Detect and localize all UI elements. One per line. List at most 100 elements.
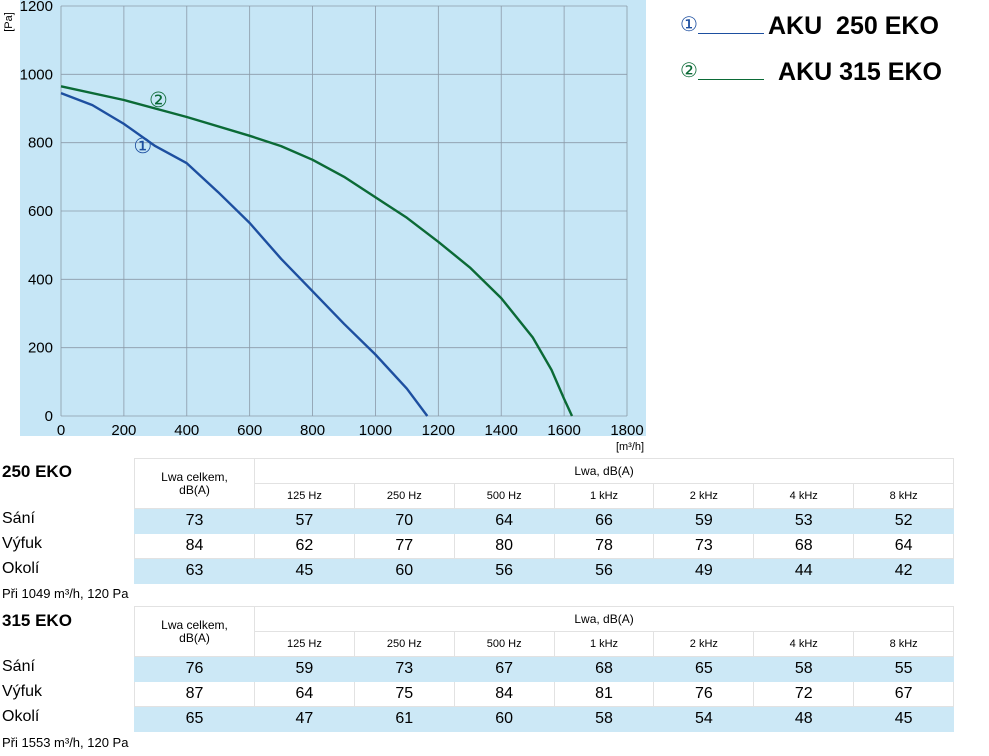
noise-table-250: Lwa celkem, dB(A) Lwa, dB(A) 125 Hz 250 … (134, 458, 955, 584)
freq-header: 4 kHz (753, 483, 855, 509)
table-title-250: 250 EKO (2, 462, 72, 481)
x-tick-label: 1800 (610, 422, 643, 439)
cell: 76 (134, 656, 255, 682)
lwa-total-header: Lwa celkem, dB(A) (134, 458, 255, 509)
x-tick-label: 400 (174, 422, 199, 439)
tick-labels: 0 200 400 600 800 1000 1200 1400 1600 1800 0 200 400… (20, 0, 644, 439)
table-note: Při 1049 m³/h, 120 Pa (2, 586, 129, 601)
cell: 49 (653, 558, 755, 584)
x-tick-label: 1000 (359, 422, 392, 439)
cell: 73 (353, 656, 455, 682)
cell: 65 (134, 706, 255, 732)
cell: 67 (453, 656, 555, 682)
lwa-total-header: Lwa celkem, dB(A) (134, 606, 255, 657)
y-tick-label: 1000 (20, 66, 53, 83)
cell: 52 (853, 508, 955, 534)
table-row: 73 57 70 64 66 59 53 52 (134, 508, 955, 534)
lwa-header: Lwa, dB(A) (253, 458, 955, 484)
x-tick-label: 1600 (547, 422, 580, 439)
x-tick-label: 1200 (422, 422, 455, 439)
cell: 47 (254, 706, 355, 732)
cell: 56 (553, 558, 655, 584)
cell: 66 (553, 508, 655, 534)
cell: 73 (134, 508, 255, 534)
legend-item-2: ② AKU 315 EKO (680, 58, 970, 88)
cell: 78 (553, 533, 655, 559)
marker-1: ① (680, 14, 698, 36)
table-note: Při 1553 m³/h, 120 Pa (2, 735, 129, 750)
freq-header: 500 Hz (453, 631, 555, 657)
freq-header: 250 Hz (353, 483, 455, 509)
row-label: Výfuk (2, 535, 43, 552)
marker-2: ② (680, 60, 698, 82)
series-lines: ①② (60, 85, 574, 417)
cell: 64 (853, 533, 955, 559)
freq-header: 8 kHz (853, 631, 955, 657)
y-tick-label: 400 (28, 271, 53, 288)
freq-header: 8 kHz (853, 483, 955, 509)
x-tick-label: 0 (57, 422, 65, 439)
cell: 54 (653, 706, 755, 732)
cell: 57 (254, 508, 355, 534)
grid (60, 5, 628, 417)
cell: 87 (134, 681, 255, 707)
y-tick-label: 200 (28, 340, 53, 357)
lwa-header: Lwa, dB(A) (253, 606, 955, 632)
freq-header: 2 kHz (653, 631, 755, 657)
cell: 68 (553, 656, 655, 682)
row-label: Sání (2, 658, 35, 675)
legend-line-1 (698, 33, 764, 34)
freq-header: 125 Hz (254, 631, 355, 657)
cell: 70 (353, 508, 455, 534)
cell: 63 (134, 558, 255, 584)
cell: 60 (453, 706, 555, 732)
freq-header: 1 kHz (553, 631, 655, 657)
cell: 45 (254, 558, 355, 584)
freq-header: 4 kHz (753, 631, 855, 657)
cell: 84 (134, 533, 255, 559)
cell: 58 (753, 656, 855, 682)
cell: 60 (353, 558, 455, 584)
row-label: Výfuk (2, 683, 43, 700)
freq-header: 250 Hz (353, 631, 455, 657)
legend-item-1: ① AKU 250 EKO (680, 12, 970, 42)
table-title-315: 315 EKO (2, 611, 72, 630)
cell: 77 (353, 533, 455, 559)
table-row: 76 59 73 67 68 65 58 55 (134, 656, 955, 682)
cell: 42 (853, 558, 955, 584)
freq-header: 1 kHz (553, 483, 655, 509)
table-row: 87 64 75 84 81 76 72 67 (134, 681, 955, 707)
cell: 76 (653, 681, 755, 707)
noise-table-315: Lwa celkem, dB(A) Lwa, dB(A) 125 Hz 250 … (134, 606, 955, 732)
cell: 67 (853, 681, 955, 707)
row-label: Okolí (2, 708, 40, 725)
cell: 44 (753, 558, 855, 584)
plot-background (20, 0, 646, 436)
cell: 58 (553, 706, 655, 732)
series-line-2 (60, 85, 574, 417)
y-axis-label: [Pa] (3, 12, 15, 32)
series-line-1 (60, 91, 429, 417)
freq-header: 2 kHz (653, 483, 755, 509)
cell: 62 (254, 533, 355, 559)
y-tick-label: 0 (45, 408, 53, 425)
cell: 65 (653, 656, 755, 682)
freq-header: 500 Hz (453, 483, 555, 509)
y-tick-label: 600 (28, 203, 53, 220)
table-row: 84 62 77 80 78 73 68 64 (134, 533, 955, 559)
table-row: 65 47 61 60 58 54 48 45 (134, 706, 955, 732)
cell: 73 (653, 533, 755, 559)
legend-line-2 (698, 79, 764, 80)
cell: 68 (753, 533, 855, 559)
cell: 48 (753, 706, 855, 732)
cell: 80 (453, 533, 555, 559)
cell: 61 (353, 706, 455, 732)
cell: 64 (453, 508, 555, 534)
series-marker-1: ① (133, 134, 152, 158)
x-tick-label: 1400 (485, 422, 518, 439)
series-marker-2: ② (149, 88, 168, 112)
cell: 56 (453, 558, 555, 584)
row-label: Sání (2, 510, 35, 527)
cell: 64 (254, 681, 355, 707)
x-axis-label: [m³/h] (616, 441, 644, 453)
